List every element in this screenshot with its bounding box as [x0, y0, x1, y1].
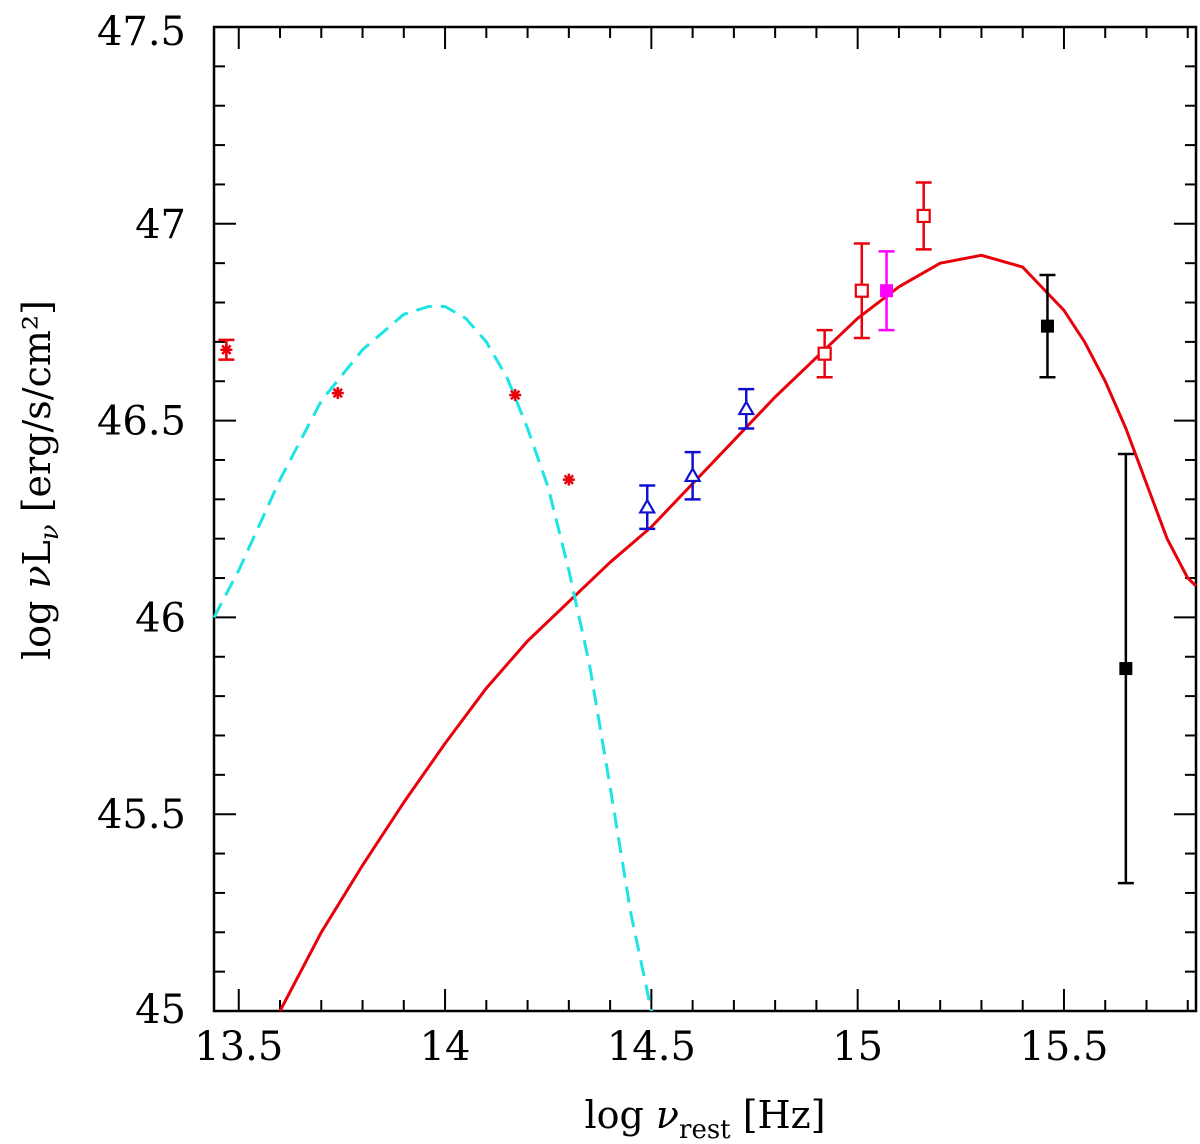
filled-square-marker: [880, 284, 894, 298]
x-tick-label: 15.5: [1019, 1024, 1108, 1070]
data-points: [218, 181, 1134, 885]
triangle-marker: [737, 399, 756, 416]
model-curves: [212, 253, 1198, 1012]
open-square-marker: [817, 346, 832, 361]
triangle-marker: [638, 497, 657, 514]
plot-frame: [212, 25, 1198, 1013]
filled-square-marker: [1040, 319, 1054, 333]
asterisk-marker-stroke: [221, 344, 232, 355]
tick-labels: 13.5 14 14.5 15 15.5 45 45.5 46 46.5 47 47.5: [97, 9, 1109, 1070]
x-axis-title: log νrest [Hz]: [584, 1093, 825, 1144]
x-tick-label: 14.5: [607, 1024, 696, 1070]
data-point: [816, 328, 833, 379]
asterisk-marker-stroke: [332, 387, 343, 399]
data-point: [218, 338, 235, 361]
data-point: [562, 473, 575, 486]
dust-blackbody-curve: [212, 305, 653, 1012]
data-point: [509, 389, 522, 402]
data-point: [1117, 452, 1134, 885]
asterisk-marker-stroke: [563, 474, 574, 485]
data-point: [737, 387, 756, 430]
data-point: [1039, 273, 1056, 379]
data-point: [331, 387, 344, 400]
open-square-marker: [916, 208, 931, 224]
x-tick-label: 14: [420, 1024, 471, 1070]
x-axis-title-sub: rest: [679, 1115, 731, 1144]
y-tick-label: 46: [135, 595, 186, 641]
axis-ticks: [214, 26, 1196, 1012]
open-square-marker: [854, 283, 869, 298]
x-axis-title-prefix: log: [584, 1093, 655, 1137]
y-axis-title-L: L: [15, 540, 59, 565]
triangle-marker: [683, 466, 702, 483]
data-point: [853, 242, 870, 340]
y-tick-label: 46.5: [97, 399, 186, 445]
y-tick-label: 45: [135, 987, 186, 1033]
x-tick-label: 15: [832, 1024, 883, 1070]
filled-square-marker: [1119, 662, 1133, 676]
asterisk-marker-stroke: [510, 389, 521, 401]
y-tick-label: 47: [135, 202, 186, 248]
y-tick-label: 45.5: [97, 792, 186, 838]
data-point: [915, 181, 932, 251]
y-axis-title-nu: ν: [15, 565, 59, 588]
y-axis-title: log νLν [erg/s/cm²]: [15, 300, 65, 660]
x-axis-title-nu: ν: [656, 1093, 679, 1137]
x-tick-label: 13.5: [194, 1024, 283, 1070]
x-axis-title-suffix: [Hz]: [731, 1093, 826, 1137]
data-point: [638, 484, 657, 531]
y-axis-title-prefix: log: [15, 589, 59, 660]
y-tick-label: 47.5: [97, 9, 186, 55]
y-axis-title-suffix: [erg/s/cm²]: [15, 300, 59, 524]
y-axis-title-sub: ν: [35, 524, 65, 540]
data-point: [683, 450, 702, 501]
data-point: [878, 250, 895, 332]
accretion-disk-curve: [278, 253, 1198, 1012]
